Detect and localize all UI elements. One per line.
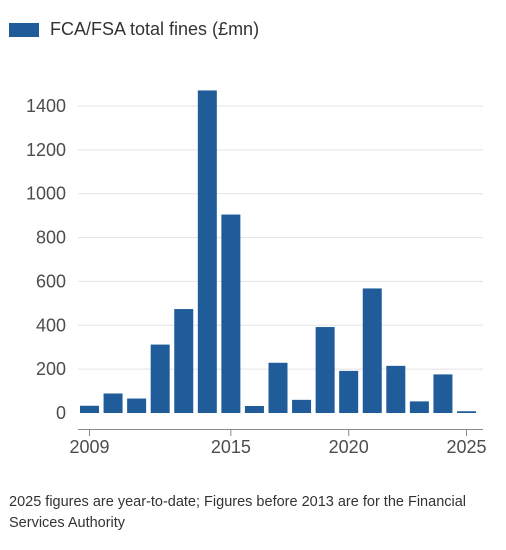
y-tick-label: 1200	[26, 140, 66, 160]
x-tick-label: 2015	[211, 437, 251, 457]
bar-2024	[433, 374, 453, 413]
footnote: 2025 figures are year-to-date; Figures b…	[9, 494, 467, 531]
y-tick-label: 600	[36, 271, 66, 291]
y-tick-label: 800	[36, 228, 66, 248]
bar-2020	[339, 370, 359, 413]
bar-2016	[244, 405, 264, 413]
x-tick-label: 2025	[446, 437, 486, 457]
chart-legend: FCA/FSA total fines (£mn)	[9, 19, 259, 40]
bar-2011	[127, 398, 147, 413]
y-tick-label: 1400	[26, 96, 66, 116]
bar-2009	[80, 405, 99, 413]
bar-2013	[174, 309, 194, 413]
y-tick-label: 0	[56, 403, 66, 423]
bar-2023	[409, 401, 429, 413]
y-axis-ticks: 0 200 400 600 800 1000 1200 1400	[26, 96, 66, 423]
bar-2022	[386, 365, 406, 413]
bar-2018	[292, 399, 312, 413]
bars	[80, 90, 476, 413]
x-tick-label: 2020	[329, 437, 369, 457]
y-tick-label: 200	[36, 359, 66, 379]
bar-2012	[150, 344, 170, 413]
bar-2019	[315, 327, 335, 413]
gridlines	[78, 105, 483, 370]
legend-label: FCA/FSA total fines (£mn)	[50, 19, 260, 39]
y-tick-label: 1000	[26, 184, 66, 204]
bar-2017	[268, 362, 288, 413]
bar-2014	[197, 90, 217, 413]
x-tick-label: 2009	[69, 437, 109, 457]
y-tick-label: 400	[36, 315, 66, 335]
bar-2010	[103, 393, 123, 413]
bar-2021	[362, 288, 382, 413]
bar-2025	[457, 411, 476, 413]
legend-swatch	[9, 22, 39, 37]
x-axis: 2009 2015 2020 2025	[69, 429, 487, 457]
bar-2015	[221, 214, 241, 413]
